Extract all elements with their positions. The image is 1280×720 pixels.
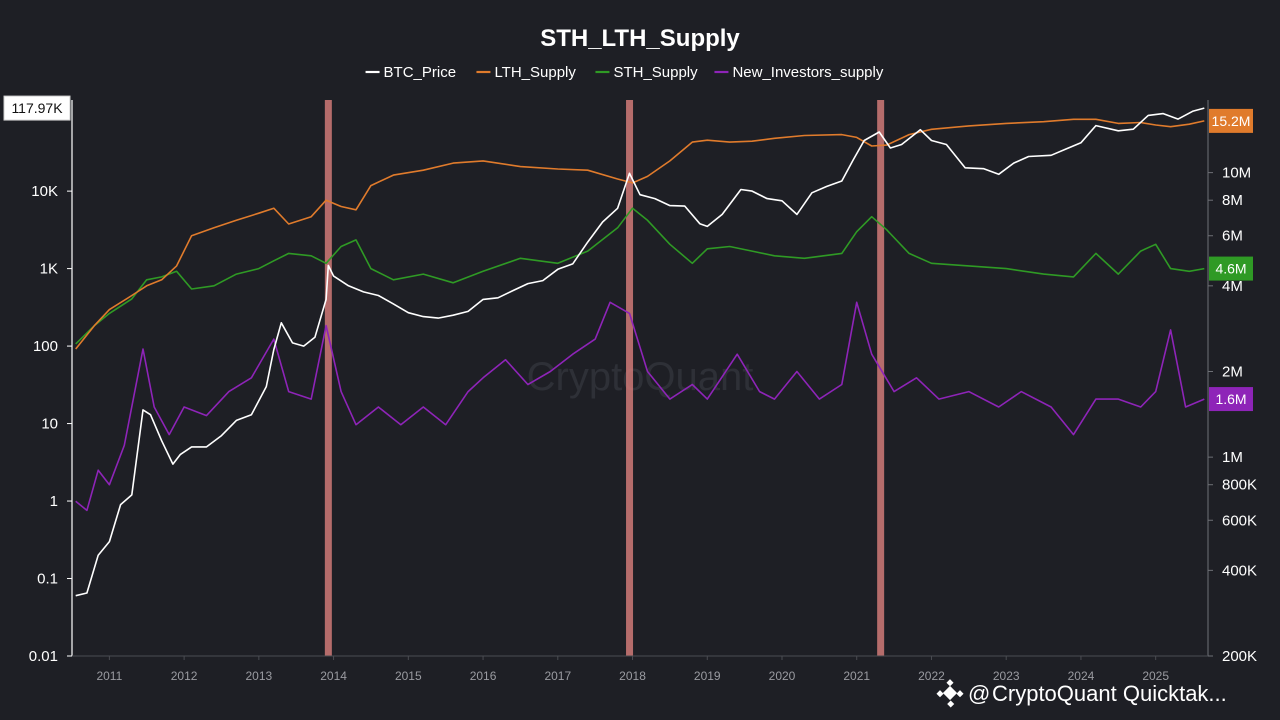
x-tick-label: 2019 xyxy=(694,669,721,683)
x-tick-label: 2020 xyxy=(769,669,796,683)
x-tick-label: 2016 xyxy=(470,669,497,683)
left-tick-label: 0.01 xyxy=(29,648,58,665)
legend-item-new-investors-supply[interactable]: New_Investors_supply xyxy=(714,64,884,81)
x-tick-label: 2011 xyxy=(96,669,122,683)
new-investors-supply-current-badge: 1.6M xyxy=(1209,387,1253,412)
lth-supply-current-badge: 15.2M xyxy=(1209,108,1253,133)
right-tick-label: 800K xyxy=(1222,477,1257,494)
x-tick-label: 2017 xyxy=(544,669,571,683)
right-tick-label: 10M xyxy=(1222,165,1251,182)
series-line-new-investors-supply xyxy=(75,301,1205,512)
series-line-lth-supply xyxy=(75,118,1205,350)
badge-label: 4.6M xyxy=(1215,261,1246,277)
x-tick-label: 2022 xyxy=(918,669,945,683)
brand-footer: @ CryptoQuant Quicktak... xyxy=(936,679,1227,708)
right-tick-label: 600K xyxy=(1222,512,1257,529)
left-tick-label: 10 xyxy=(41,416,58,433)
badge-label: 1.6M xyxy=(1215,391,1246,407)
highlight-bands xyxy=(324,100,885,656)
left-tick-label: 10K xyxy=(31,183,58,200)
legend-item-btc-price[interactable]: BTC_Price xyxy=(365,64,457,81)
x-axis-ticks: 2011 2012 2013 2014 2015 2016 2017 2018 2019 2020… xyxy=(96,656,1169,683)
left-tick-label: 1K xyxy=(40,261,58,278)
legend-label: LTH_Supply xyxy=(494,64,576,81)
x-tick-label: 2018 xyxy=(619,669,646,683)
right-tick-label: 8M xyxy=(1222,192,1243,209)
right-tick-label: 1M xyxy=(1222,449,1243,466)
sth-supply-current-badge: 4.6M xyxy=(1209,256,1253,281)
brand-at: @ xyxy=(968,681,990,706)
left-tick-label: 1 xyxy=(50,493,58,510)
highlight-band-1 xyxy=(324,100,332,656)
watermark: CryptoQuant xyxy=(527,355,754,399)
legend-item-sth-supply[interactable]: STH_Supply xyxy=(595,64,698,81)
legend-item-lth-supply[interactable]: LTH_Supply xyxy=(476,64,576,81)
value-badges: 117.97K 15.2M 4.6M 1.6M xyxy=(3,95,1253,412)
legend[interactable]: BTC_Price LTH_Supply STH_Supply New_Investo… xyxy=(365,64,884,81)
left-tick-label: 100 xyxy=(33,338,58,355)
x-tick-label: 2015 xyxy=(395,669,422,683)
x-tick-label: 2013 xyxy=(245,669,272,683)
left-axis-ticks: 0.01 0.1 1 10 100 1K 10K xyxy=(29,183,72,665)
binance-logo-icon xyxy=(936,679,964,708)
highlight-band-2 xyxy=(626,100,634,656)
btc-price-badge-label: 117.97K xyxy=(11,100,63,116)
x-tick-label: 2014 xyxy=(320,669,347,683)
series-lines xyxy=(75,107,1205,597)
chart-title: STH_LTH_Supply xyxy=(540,25,740,52)
legend-label: New_Investors_supply xyxy=(732,64,883,81)
legend-label: STH_Supply xyxy=(613,64,698,81)
series-line-sth-supply xyxy=(75,207,1205,345)
right-tick-label: 2M xyxy=(1222,363,1243,380)
brand-name: CryptoQuant Quicktak... xyxy=(992,681,1227,706)
badge-label: 15.2M xyxy=(1212,113,1251,129)
right-tick-label: 6M xyxy=(1222,228,1243,245)
right-tick-label: 400K xyxy=(1222,562,1257,579)
x-tick-label: 2024 xyxy=(1068,669,1095,683)
x-tick-label: 2021 xyxy=(843,669,870,683)
legend-label: BTC_Price xyxy=(384,64,457,81)
x-tick-label: 2025 xyxy=(1142,669,1169,683)
btc-price-current-badge: 117.97K xyxy=(3,95,71,121)
left-tick-label: 0.1 xyxy=(37,571,58,588)
highlight-band-3 xyxy=(877,100,885,656)
right-tick-label: 4M xyxy=(1222,278,1243,295)
x-tick-label: 2023 xyxy=(993,669,1020,683)
right-axis-ticks: 200K 400K 600K 800K 1M 2M 4M 6M 8M 10M xyxy=(1208,165,1257,665)
series-line-btc-price xyxy=(75,107,1205,597)
right-tick-label: 200K xyxy=(1222,648,1257,665)
x-tick-label: 2012 xyxy=(171,669,198,683)
